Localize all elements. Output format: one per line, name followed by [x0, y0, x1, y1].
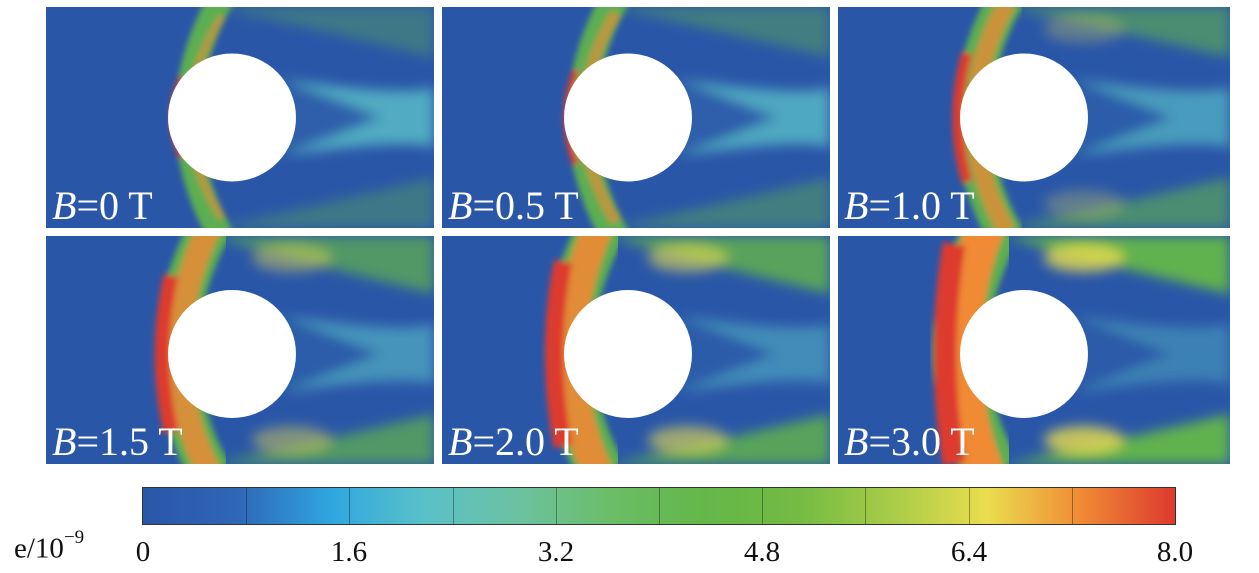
shock-core [154, 273, 179, 435]
flow-field [442, 236, 830, 464]
colorbar-division [143, 488, 764, 524]
colorbar-division [143, 488, 867, 524]
flow-field [46, 7, 434, 228]
field-value: =0 T [76, 183, 153, 228]
lower-hotspot [1044, 426, 1124, 454]
flow-field [442, 7, 830, 228]
upper-wake [608, 7, 830, 58]
panel-b-0-5: B=0.5 T [442, 7, 830, 228]
cylinder [960, 53, 1088, 182]
panel-b-1-0: B=1.0 T [838, 7, 1230, 228]
upper-hotspot [252, 244, 332, 272]
unit-base: e/10 [14, 532, 64, 565]
colorbar-division [143, 488, 248, 524]
panel-b-0: B=0 T [46, 7, 434, 228]
cylinder [564, 290, 692, 418]
lower-hotspot [648, 426, 728, 454]
upper-wake [212, 7, 434, 58]
colorbar-tick-label: 4.8 [743, 536, 781, 568]
cylinder [168, 290, 296, 418]
field-value: =0.5 T [472, 183, 579, 228]
lower-wake [212, 177, 434, 228]
panel-label: B=1.5 T [52, 420, 183, 464]
variable-symbol: B [52, 183, 77, 228]
lower-hotspot [252, 426, 332, 454]
colorbar [142, 487, 1176, 525]
panel-label: B=1.0 T [844, 184, 975, 228]
cylinder [168, 53, 296, 182]
field-value: =2.0 T [472, 419, 579, 464]
panel-label: B=0 T [52, 184, 153, 228]
variable-symbol: B [844, 183, 869, 228]
colorbar-tick-label: 3.2 [537, 536, 575, 568]
variable-symbol: B [448, 419, 473, 464]
lower-wake [1004, 177, 1230, 228]
panel-label: B=2.0 T [448, 420, 579, 464]
colorbar-division [143, 488, 1073, 524]
upper-hotspot [1044, 244, 1124, 272]
unit-exponent: −9 [63, 527, 85, 548]
colorbar-division [143, 488, 351, 524]
colorbar-division [143, 488, 970, 524]
cylinder [960, 290, 1088, 418]
variable-symbol: B [448, 183, 473, 228]
panel-label: B=3.0 T [844, 420, 975, 464]
colorbar-tick-label: 6.4 [950, 536, 988, 568]
shock-core [952, 51, 973, 184]
colorbar-tick-label: 0 [135, 536, 151, 568]
variable-symbol: B [52, 419, 77, 464]
colorbar-unit-label: e/10−9 [14, 527, 84, 566]
variable-symbol: B [844, 419, 869, 464]
field-value: =1.0 T [868, 183, 975, 228]
lower-wake [1004, 414, 1230, 464]
flow-field [46, 236, 434, 464]
panel-b-1-5: B=1.5 T [46, 236, 434, 464]
lower-wake [608, 177, 830, 228]
field-value: =1.5 T [76, 419, 183, 464]
colorbar-tick-label: 1.6 [330, 536, 368, 568]
panel-label: B=0.5 T [448, 184, 579, 228]
shock-core [933, 242, 966, 464]
upper-wake [1004, 7, 1230, 58]
cylinder [564, 53, 692, 182]
field-value: =3.0 T [868, 419, 975, 464]
colorbar-division [143, 488, 557, 524]
upper-hotspot [1044, 15, 1124, 43]
flow-field [838, 7, 1230, 228]
colorbar-division [143, 488, 660, 524]
lower-wake [212, 414, 434, 464]
colorbar-division [143, 488, 454, 524]
panel-b-3-0: B=3.0 T [838, 236, 1230, 464]
lower-hotspot [1044, 190, 1124, 218]
shock-core [544, 259, 572, 449]
colorbar-tick-label: 8.0 [1156, 536, 1194, 568]
upper-hotspot [648, 244, 728, 272]
panel-b-2-0: B=2.0 T [442, 236, 830, 464]
flow-field [838, 236, 1230, 464]
lower-wake [608, 414, 830, 464]
